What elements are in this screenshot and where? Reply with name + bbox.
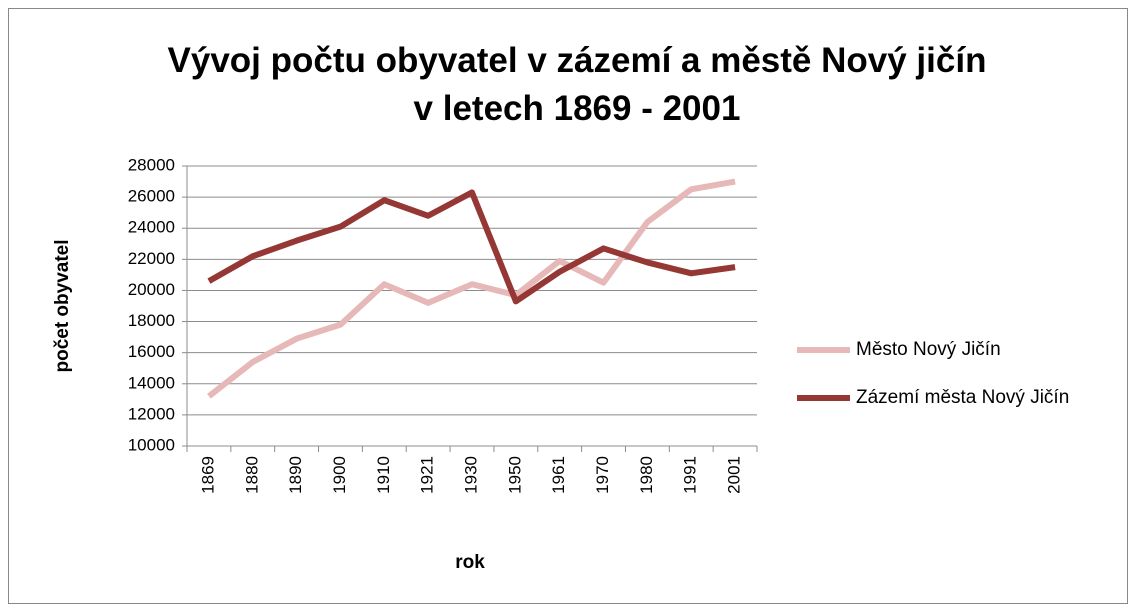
y-tick-label: 18000	[128, 311, 175, 330]
x-tick-label: 1970	[593, 456, 612, 494]
legend-label: Zázemí města Nový Jičín	[856, 387, 1069, 408]
x-tick-label: 1869	[198, 456, 217, 494]
y-tick-label: 22000	[128, 249, 175, 268]
data-line	[207, 189, 736, 305]
x-tick-label: 1961	[549, 456, 568, 494]
x-tick-label: 1921	[418, 456, 437, 494]
x-tick-label: 1900	[330, 456, 349, 494]
y-axis-label: počet obyvatel	[52, 239, 73, 372]
y-tick-label: 20000	[128, 280, 175, 299]
y-tick-label: 10000	[128, 435, 175, 454]
x-tick-label: 1930	[461, 456, 480, 494]
x-axis-label: rok	[455, 552, 485, 573]
x-tick-label: 1991	[681, 456, 700, 494]
y-tick-label: 28000	[128, 155, 175, 174]
x-tick-label: 1950	[505, 456, 524, 494]
legend-label: Město Nový Jičín	[856, 339, 1001, 360]
y-tick-label: 24000	[128, 218, 175, 237]
chart-title: Vývoj počtu obyvatel v zázemí a městě No…	[168, 41, 987, 80]
y-tick-label: 26000	[128, 187, 175, 206]
x-tick-label: 1880	[242, 456, 261, 494]
y-tick-label: 14000	[128, 373, 175, 392]
x-tick-label: 1910	[374, 456, 393, 494]
chart-title: v letech 1869 - 2001	[414, 89, 741, 128]
x-tick-label: 1980	[637, 456, 656, 494]
chart-frame	[8, 8, 1128, 604]
x-tick-label: 2001	[725, 456, 744, 494]
x-tick-label: 1890	[286, 456, 305, 494]
y-tick-label: 16000	[128, 342, 175, 361]
y-tick-label: 12000	[128, 404, 175, 423]
data-line	[207, 178, 736, 399]
